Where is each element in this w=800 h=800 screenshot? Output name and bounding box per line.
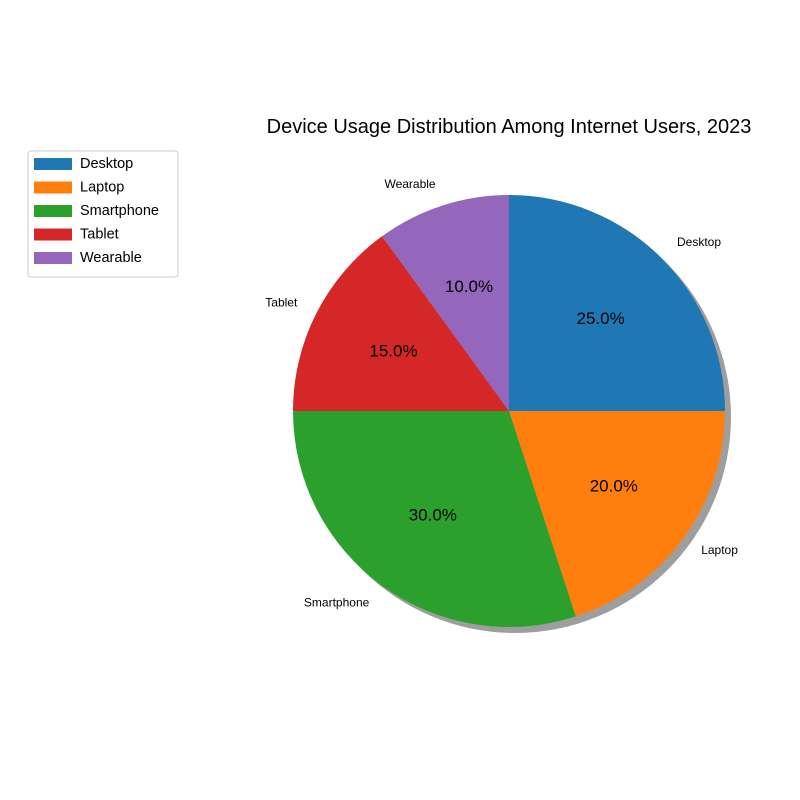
chart-title: Device Usage Distribution Among Internet…	[267, 116, 752, 138]
category-label-smartphone: Smartphone	[304, 595, 370, 609]
legend-swatch-wearable	[34, 252, 72, 264]
legend-swatch-smartphone	[34, 205, 72, 217]
legend-label-smartphone: Smartphone	[80, 203, 159, 219]
legend-swatch-laptop	[34, 181, 72, 194]
category-label-desktop: Desktop	[677, 235, 721, 249]
legend: Desktop Laptop Smartphone Tablet Wearable	[27, 150, 179, 278]
legend-swatch-desktop	[34, 158, 72, 170]
legend-label-desktop: Desktop	[80, 156, 133, 172]
slice-laptop	[509, 411, 725, 617]
slice-smartphone	[293, 411, 576, 628]
pie-slices	[293, 195, 725, 628]
percent-label-tablet: 15.0%	[369, 342, 417, 361]
percent-label-desktop: 25.0%	[576, 309, 624, 328]
slice-labels: Desktop 25.0% Laptop 20.0% Smartphone 30.0% Ta…	[265, 177, 738, 609]
slice-wearable	[382, 195, 509, 411]
percent-label-smartphone: 30.0%	[409, 505, 457, 524]
slice-desktop	[509, 195, 725, 411]
legend-label-laptop: Laptop	[80, 179, 124, 195]
category-label-tablet: Tablet	[265, 295, 298, 309]
percent-label-wearable: 10.0%	[445, 277, 493, 296]
legend-swatch-tablet	[34, 228, 72, 241]
legend-label-tablet: Tablet	[80, 226, 119, 242]
slice-tablet	[293, 236, 509, 411]
legend-label-wearable: Wearable	[80, 250, 142, 266]
category-label-wearable: Wearable	[384, 177, 435, 191]
percent-label-laptop: 20.0%	[590, 477, 638, 496]
category-label-laptop: Laptop	[701, 543, 738, 557]
